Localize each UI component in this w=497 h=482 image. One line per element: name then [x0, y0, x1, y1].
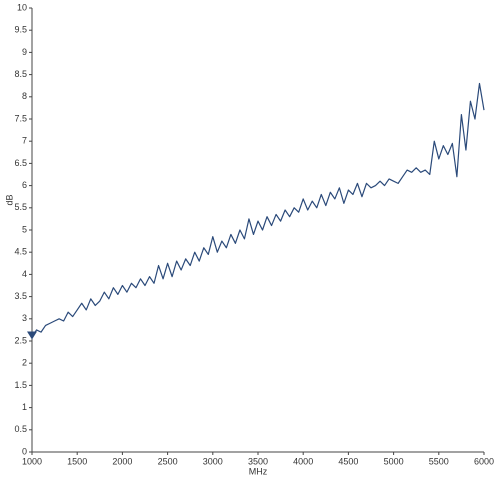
y-tick-label: 4.5	[14, 247, 27, 257]
y-axis-label: dB	[4, 194, 14, 205]
y-tick-label: 6	[22, 180, 27, 190]
y-tick-label: 6.5	[14, 158, 27, 168]
y-tick-label: 0	[22, 446, 27, 456]
y-tick-label: 9	[22, 47, 27, 57]
x-tick-label: 2500	[158, 456, 178, 466]
x-tick-label: 5500	[429, 456, 449, 466]
y-tick-label: 1.5	[14, 380, 27, 390]
y-tick-label: 2.5	[14, 335, 27, 345]
line-series	[31, 82, 485, 337]
x-tick-label: 6000	[474, 456, 494, 466]
y-tick-label: 8	[22, 91, 27, 101]
x-tick-label: 3000	[203, 456, 223, 466]
y-tick-label: 3	[22, 313, 27, 323]
x-axis-label: MHz	[249, 466, 268, 476]
y-tick-label: 3.5	[14, 291, 27, 301]
x-tick-label: 5000	[384, 456, 404, 466]
y-tick-label: 8.5	[14, 69, 27, 79]
y-tick-label: 5	[22, 224, 27, 234]
y-tick-label: 7.5	[14, 113, 27, 123]
y-tick-label: 7	[22, 136, 27, 146]
y-tick-label: 5.5	[14, 202, 27, 212]
y-tick-label: 4	[22, 269, 27, 279]
y-tick-label: 0.5	[14, 424, 27, 434]
x-tick-label: 2000	[112, 456, 132, 466]
y-tick-label: 1	[22, 402, 27, 412]
x-tick-label: 1500	[67, 456, 87, 466]
y-tick-label: 2	[22, 358, 27, 368]
x-tick-label: 1000	[22, 456, 42, 466]
x-tick-label: 3500	[248, 456, 268, 466]
x-tick-label: 4500	[338, 456, 358, 466]
y-tick-label: 9.5	[14, 25, 27, 35]
x-tick-label: 4000	[293, 456, 313, 466]
y-tick-label: 10	[17, 2, 27, 12]
marker	[27, 331, 37, 340]
